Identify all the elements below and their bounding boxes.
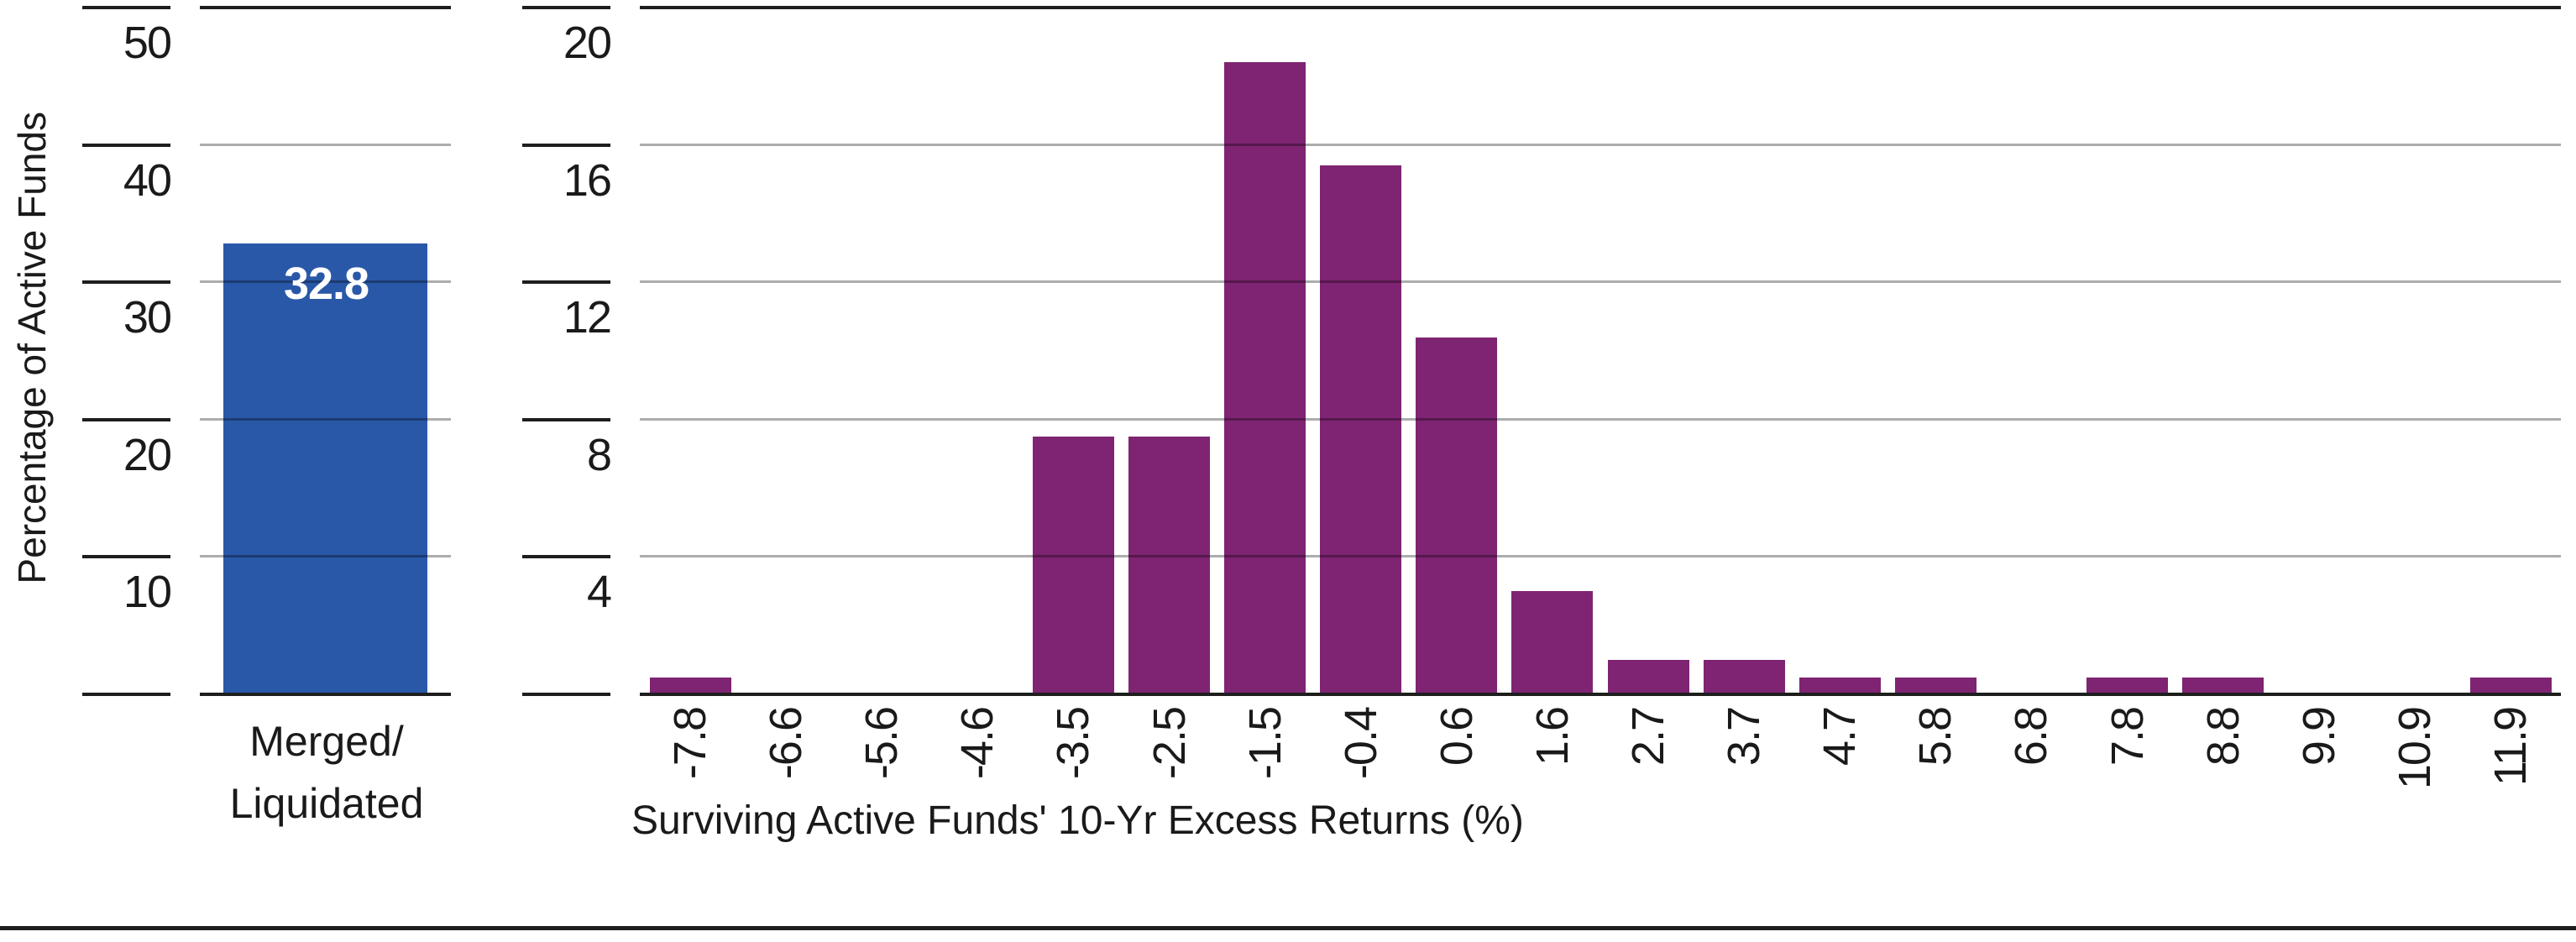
x-tick-label: -6.6 bbox=[761, 708, 812, 780]
histogram-bar bbox=[1416, 337, 1498, 694]
x-category-label-line1: Merged/ bbox=[249, 718, 404, 765]
histogram-bar bbox=[1224, 62, 1306, 694]
y-axis-tick-mark bbox=[82, 143, 170, 147]
gridline bbox=[200, 417, 451, 421]
y-tick-label: 30 bbox=[123, 292, 172, 343]
x-tick-label: 4.7 bbox=[1814, 708, 1866, 767]
x-tick-label: 10.9 bbox=[2389, 708, 2440, 790]
merged-liquidated-bar bbox=[223, 243, 427, 694]
x-tick-label: 8.8 bbox=[2197, 708, 2249, 767]
x-tick-label: 11.9 bbox=[2485, 708, 2536, 787]
x-tick-label: 2.7 bbox=[1623, 708, 1674, 767]
gridline bbox=[640, 6, 2561, 9]
gridline bbox=[640, 417, 2561, 421]
y-axis-tick-mark bbox=[82, 417, 170, 421]
histogram-bar bbox=[649, 677, 731, 694]
gridline bbox=[200, 143, 451, 146]
gridline bbox=[200, 280, 451, 284]
x-tick-label: -4.6 bbox=[952, 708, 1003, 780]
x-category-label-merged-liquidated: Merged/ Liquidated bbox=[201, 710, 453, 835]
x-tick-label: 3.7 bbox=[1719, 708, 1770, 767]
y-axis-tick-mark bbox=[522, 143, 610, 147]
y-tick-label: 40 bbox=[123, 154, 172, 206]
y-axis-tick-mark bbox=[522, 693, 610, 696]
x-axis-baseline bbox=[640, 693, 2561, 696]
x-tick-label: 5.8 bbox=[1910, 708, 1961, 767]
y-axis-tick-mark bbox=[522, 555, 610, 559]
x-tick-label: -7.8 bbox=[665, 708, 715, 780]
histogram-bar bbox=[1894, 677, 1977, 694]
x-axis-title: Surviving Active Funds' 10-Yr Excess Ret… bbox=[631, 798, 1524, 843]
x-tick-label: -0.4 bbox=[1335, 708, 1386, 780]
y-axis-tick-mark bbox=[82, 555, 170, 559]
histogram-bar bbox=[2469, 677, 2552, 694]
y-axis-tick-mark bbox=[522, 280, 610, 285]
histogram-bar bbox=[1798, 677, 1881, 694]
y-axis-tick-mark bbox=[82, 280, 170, 285]
x-tick-label: -1.5 bbox=[1239, 708, 1291, 780]
y-axis-tick-mark bbox=[82, 6, 170, 9]
y-tick-label: 8 bbox=[586, 429, 612, 480]
y-axis-tick-mark bbox=[522, 417, 610, 421]
bar-value-label: 32.8 bbox=[283, 259, 369, 309]
x-tick-label: -3.5 bbox=[1048, 708, 1099, 780]
histogram-bar bbox=[1128, 437, 1211, 694]
histogram-bar bbox=[1032, 437, 1114, 694]
histogram-bar bbox=[1511, 591, 1594, 694]
y-tick-label: 50 bbox=[123, 18, 172, 68]
x-tick-label: 9.9 bbox=[2293, 708, 2344, 767]
y-axis-tick-mark bbox=[522, 6, 610, 9]
y-tick-label: 10 bbox=[123, 567, 172, 618]
y-tick-label: 12 bbox=[563, 292, 612, 343]
x-category-label-line2: Liquidated bbox=[229, 780, 424, 827]
x-tick-label: 7.8 bbox=[2102, 708, 2153, 767]
x-tick-label: -2.5 bbox=[1144, 708, 1195, 780]
y-tick-label: 4 bbox=[586, 567, 612, 618]
gridline bbox=[200, 555, 451, 558]
histogram-bar bbox=[1607, 660, 1689, 694]
bottom-rule bbox=[0, 926, 2576, 930]
y-tick-label: 20 bbox=[123, 429, 172, 480]
x-tick-label: 1.6 bbox=[1526, 708, 1578, 767]
x-tick-label: -5.6 bbox=[856, 708, 908, 780]
gridline bbox=[640, 280, 2561, 284]
gridline bbox=[200, 6, 451, 9]
gridline bbox=[640, 143, 2561, 146]
histogram-bar bbox=[2182, 677, 2264, 694]
x-tick-label: 0.6 bbox=[1431, 708, 1482, 767]
y-axis-tick-mark bbox=[82, 693, 170, 696]
x-axis-baseline bbox=[200, 693, 451, 696]
y-tick-label: 20 bbox=[563, 18, 612, 68]
x-tick-label: 6.8 bbox=[2006, 708, 2057, 767]
gridline bbox=[640, 555, 2561, 558]
histogram-bar bbox=[1320, 165, 1402, 694]
histogram-bar bbox=[1703, 660, 1785, 694]
histogram-bar bbox=[2086, 677, 2169, 694]
y-tick-label: 16 bbox=[563, 154, 612, 206]
